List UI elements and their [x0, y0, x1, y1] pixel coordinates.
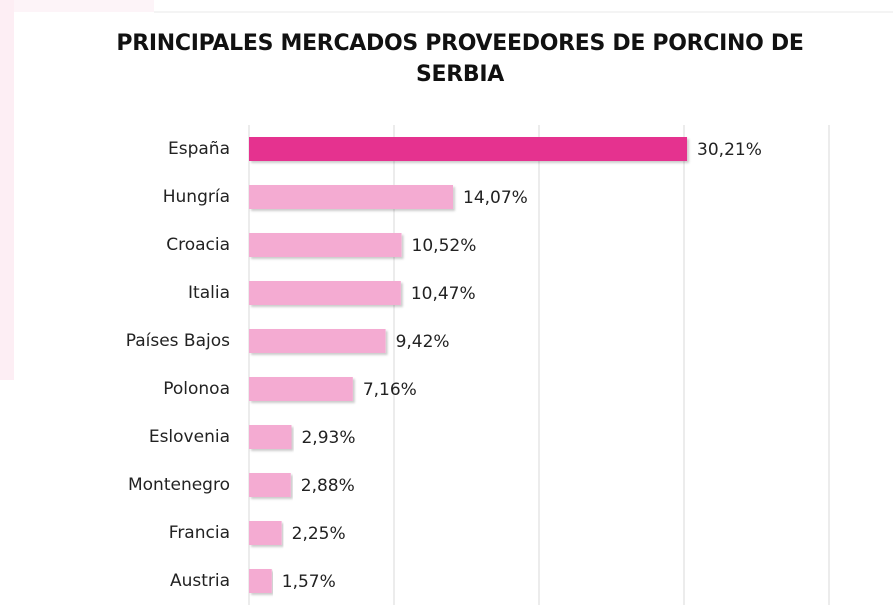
- y-tick-label: Países Bajos: [126, 331, 230, 351]
- bar: [249, 569, 272, 593]
- y-tick-label: Italia: [188, 283, 230, 303]
- value-label: 2,93%: [301, 428, 355, 448]
- bar: [249, 425, 292, 449]
- bar: [249, 329, 386, 353]
- y-tick-label: España: [168, 139, 230, 159]
- y-tick-label: Austria: [170, 571, 230, 591]
- bar: [249, 185, 454, 209]
- bar: [249, 521, 282, 545]
- y-tick-label: Polonoa: [163, 379, 230, 399]
- y-tick-label: Croacia: [166, 235, 230, 255]
- y-tick-label: Francia: [169, 523, 230, 543]
- bar: [249, 233, 402, 257]
- value-label: 10,52%: [412, 236, 477, 256]
- bar: [249, 137, 688, 161]
- value-label: 10,47%: [411, 284, 476, 304]
- chart-title: PRINCIPALES MERCADOS PROVEEDORES DE PORC…: [116, 31, 804, 87]
- side-stripe: [0, 0, 14, 380]
- bar: [249, 377, 353, 401]
- value-label: 2,88%: [301, 476, 355, 496]
- value-label: 2,25%: [292, 524, 346, 544]
- y-tick-label: Montenegro: [128, 475, 230, 495]
- value-label: 1,57%: [282, 572, 336, 592]
- value-label: 9,42%: [396, 332, 450, 352]
- y-tick-label: Eslovenia: [149, 427, 230, 447]
- bar: [249, 473, 291, 497]
- top-stripe: [14, 0, 154, 12]
- y-tick-label: Hungría: [163, 187, 230, 207]
- value-label: 7,16%: [363, 380, 417, 400]
- value-label: 30,21%: [697, 140, 762, 160]
- bar: [249, 281, 401, 305]
- value-label: 14,07%: [463, 188, 528, 208]
